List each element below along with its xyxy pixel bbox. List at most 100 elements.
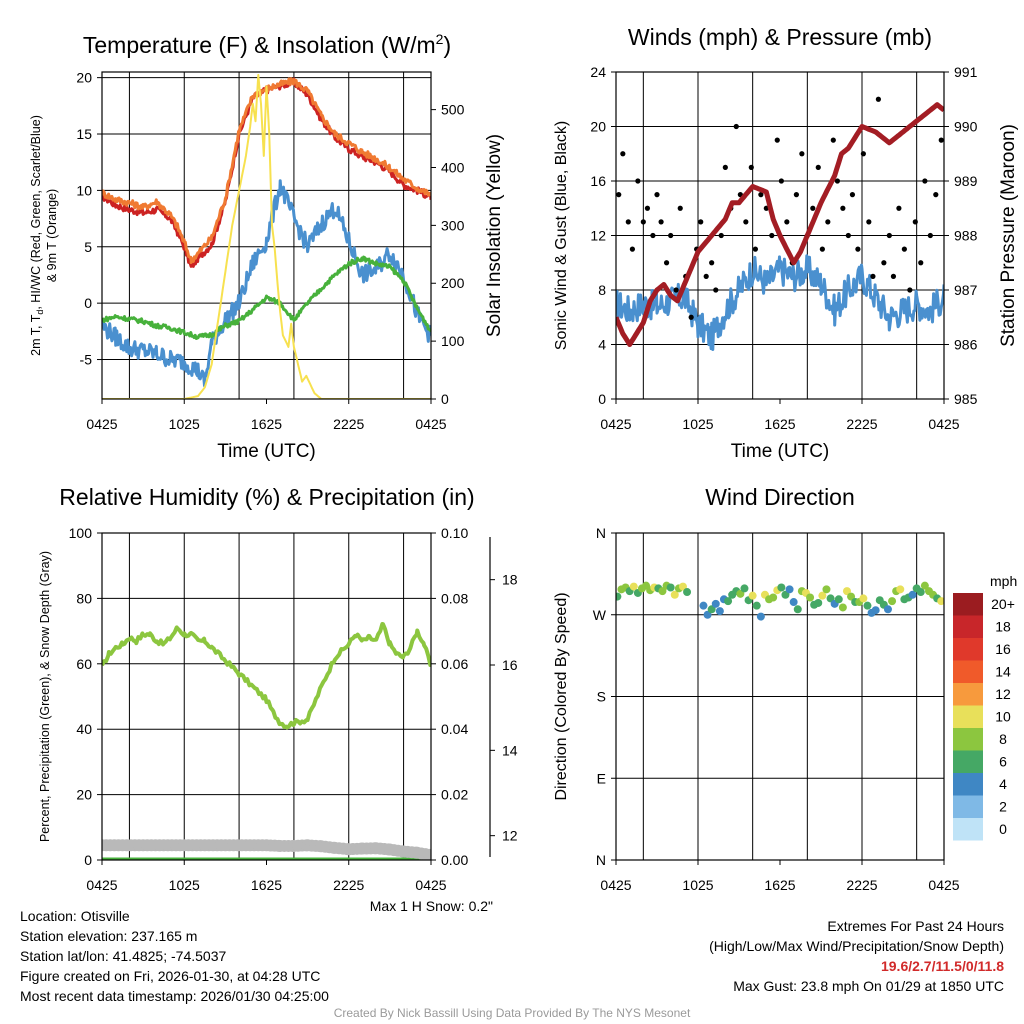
snow-axis-label: 12 (502, 828, 518, 844)
direction-point (616, 592, 622, 601)
colorbar-label: 2 (999, 799, 1007, 815)
x-axis-label: Time (UTC) (217, 441, 316, 462)
y-axis-label-left-line2: & 9m T (Orange) (45, 189, 59, 282)
direction-point (814, 598, 823, 607)
y-axis-label-right: Solar Insolation (Yellow) (484, 134, 505, 337)
direction-point (752, 601, 761, 610)
colorbar-swatch (953, 728, 983, 751)
direction-point (715, 607, 724, 616)
y-label-part: 2m T, T (29, 314, 43, 356)
ytick-label-right: 500 (441, 102, 465, 118)
xtick-label: 0425 (928, 877, 959, 893)
extremes-values: 19.6/2.7/11.5/0/11.8 (880, 958, 1004, 974)
gust-point (793, 192, 800, 198)
ytick-label-right: 987 (954, 282, 978, 298)
xtick-label: 0425 (415, 416, 446, 432)
direction-point (629, 582, 638, 591)
plot-area (616, 581, 944, 621)
direction-point (793, 605, 802, 614)
gust-point (901, 246, 907, 252)
direction-point (871, 606, 880, 615)
direction-point (838, 603, 847, 612)
series-solar-insolation (102, 73, 431, 399)
colorbar-label: 4 (999, 776, 1007, 792)
colorbar-label: 14 (995, 664, 1011, 680)
ytick-label-right: 986 (954, 337, 978, 353)
plot-area (616, 96, 944, 351)
direction-point (748, 591, 757, 600)
gust-point (784, 219, 790, 225)
ytick-label-left: 5 (84, 239, 92, 255)
colorbar-swatch (953, 773, 983, 796)
ytick-label-left: 80 (76, 590, 92, 606)
y-label-part: , HI/WC (Red, Green, Scarlet/Blue) (29, 115, 43, 310)
series-sonic-wind (616, 254, 944, 351)
ytick-label-right: 0.06 (441, 656, 468, 672)
colorbar-label: 8 (999, 731, 1007, 747)
station-latlon: Station lat/lon: 41.4825; -74.5037 (20, 948, 227, 964)
gust-point (654, 192, 660, 198)
chart-title-text: Temperature (F) & Insolation (W/m (83, 32, 436, 58)
xtick-label: 1625 (764, 416, 795, 432)
gust-point (677, 205, 683, 211)
direction-point (806, 593, 815, 602)
ytick-label-left: 20 (590, 119, 606, 135)
gust-point (886, 232, 892, 239)
ytick-label-right: 991 (954, 64, 978, 80)
direction-point (756, 612, 765, 621)
ytick-label-left: 10 (76, 182, 92, 198)
direction-point (781, 590, 790, 599)
ytick-label-left: 4 (598, 337, 606, 353)
direction-point (666, 583, 675, 592)
colorbar-title: mph (990, 573, 1017, 589)
gust-point (849, 192, 856, 198)
gust-point (875, 96, 882, 102)
direction-point (699, 601, 708, 610)
y-axis-label-left: Direction (Colored By Speed) (553, 592, 570, 800)
gust-point (927, 232, 933, 239)
gust-point (663, 260, 670, 266)
gust-point (825, 219, 831, 225)
xtick-label: 2225 (333, 877, 364, 893)
direction-point (908, 590, 917, 599)
xtick-label: 1625 (251, 877, 282, 893)
chart-title-end: ) (443, 32, 451, 58)
direction-point (678, 582, 687, 591)
colorbar-label: 10 (995, 709, 1011, 725)
extremes-title: Extremes For Past 24 Hours (827, 918, 1004, 934)
chart-title: Wind Direction (705, 484, 855, 510)
gust-point (860, 151, 866, 157)
direction-point (859, 594, 868, 603)
xtick-label: 2225 (333, 416, 364, 432)
direction-point (703, 610, 712, 619)
ytick-label-left: W (593, 607, 607, 623)
snow-axis-label: 18 (502, 572, 518, 588)
gust-point (890, 273, 897, 279)
ytick-label-left: 16 (590, 173, 606, 189)
ytick-label-right: 0.10 (441, 525, 468, 541)
direction-point (826, 594, 835, 603)
ytick-label-left: N (596, 525, 606, 541)
credit-line: Created By Nick Bassill Using Data Provi… (333, 1006, 691, 1020)
extremes-subtitle: (High/Low/Max Wind/Precipitation/Snow De… (709, 938, 1004, 954)
colorbar-swatch (953, 615, 983, 638)
gust-point (644, 205, 651, 211)
series-station-pressure (616, 102, 944, 347)
direction-point (683, 588, 692, 597)
gust-point (688, 314, 694, 320)
gust-point (616, 192, 622, 198)
max-gust: Max Gust: 23.8 mph On 01/29 at 1850 UTC (733, 978, 1004, 994)
gust-point (799, 151, 805, 157)
gust-point (819, 246, 825, 252)
ytick-label-left: 0 (84, 295, 92, 311)
ytick-label-right: 0.00 (441, 852, 468, 868)
xtick-label: 0425 (86, 416, 117, 432)
gust-point (881, 260, 887, 266)
gust-point (629, 246, 636, 252)
direction-point (740, 584, 749, 593)
station-elevation: Station elevation: 237.165 m (20, 928, 198, 944)
xtick-label: 1625 (764, 877, 795, 893)
gust-point (840, 205, 846, 211)
ytick-label-left: -5 (80, 352, 93, 368)
